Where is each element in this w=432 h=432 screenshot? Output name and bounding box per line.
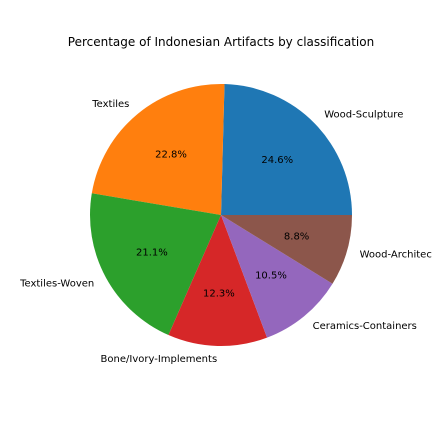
pie-slice-4 [168,215,268,346]
slice-percent-label: 22.8% [155,149,187,160]
pie-labels: Wood-Sculpture 24.6% Textiles 22.8% Textiles… [19,99,432,365]
slice-label: Textiles-Woven [19,279,94,290]
slice-percent-label: 24.6% [261,155,293,166]
slice-label: Bone/Ivory-Implements [101,354,218,365]
pie-slice-2 [91,84,225,215]
pie-slice-1 [221,84,352,215]
slice-label: Wood-Sculpture [324,109,403,120]
slice-percent-label: 10.5% [255,271,287,282]
pie-slice-3 [90,193,221,335]
pie-slice-6 [221,215,352,284]
slice-percent-label: 12.3% [203,289,235,300]
slice-label: Wood-Architec [360,249,432,260]
slice-label: Textiles [91,99,129,110]
slice-label: Ceramics-Containers [313,321,417,332]
pie-slice-5 [221,215,333,338]
slice-percent-label: 8.8% [284,231,309,242]
slice-percent-label: 21.1% [136,247,168,258]
pie-slices [90,84,352,346]
chart-title: Percentage of Indonesian Artifacts by cl… [68,35,374,49]
